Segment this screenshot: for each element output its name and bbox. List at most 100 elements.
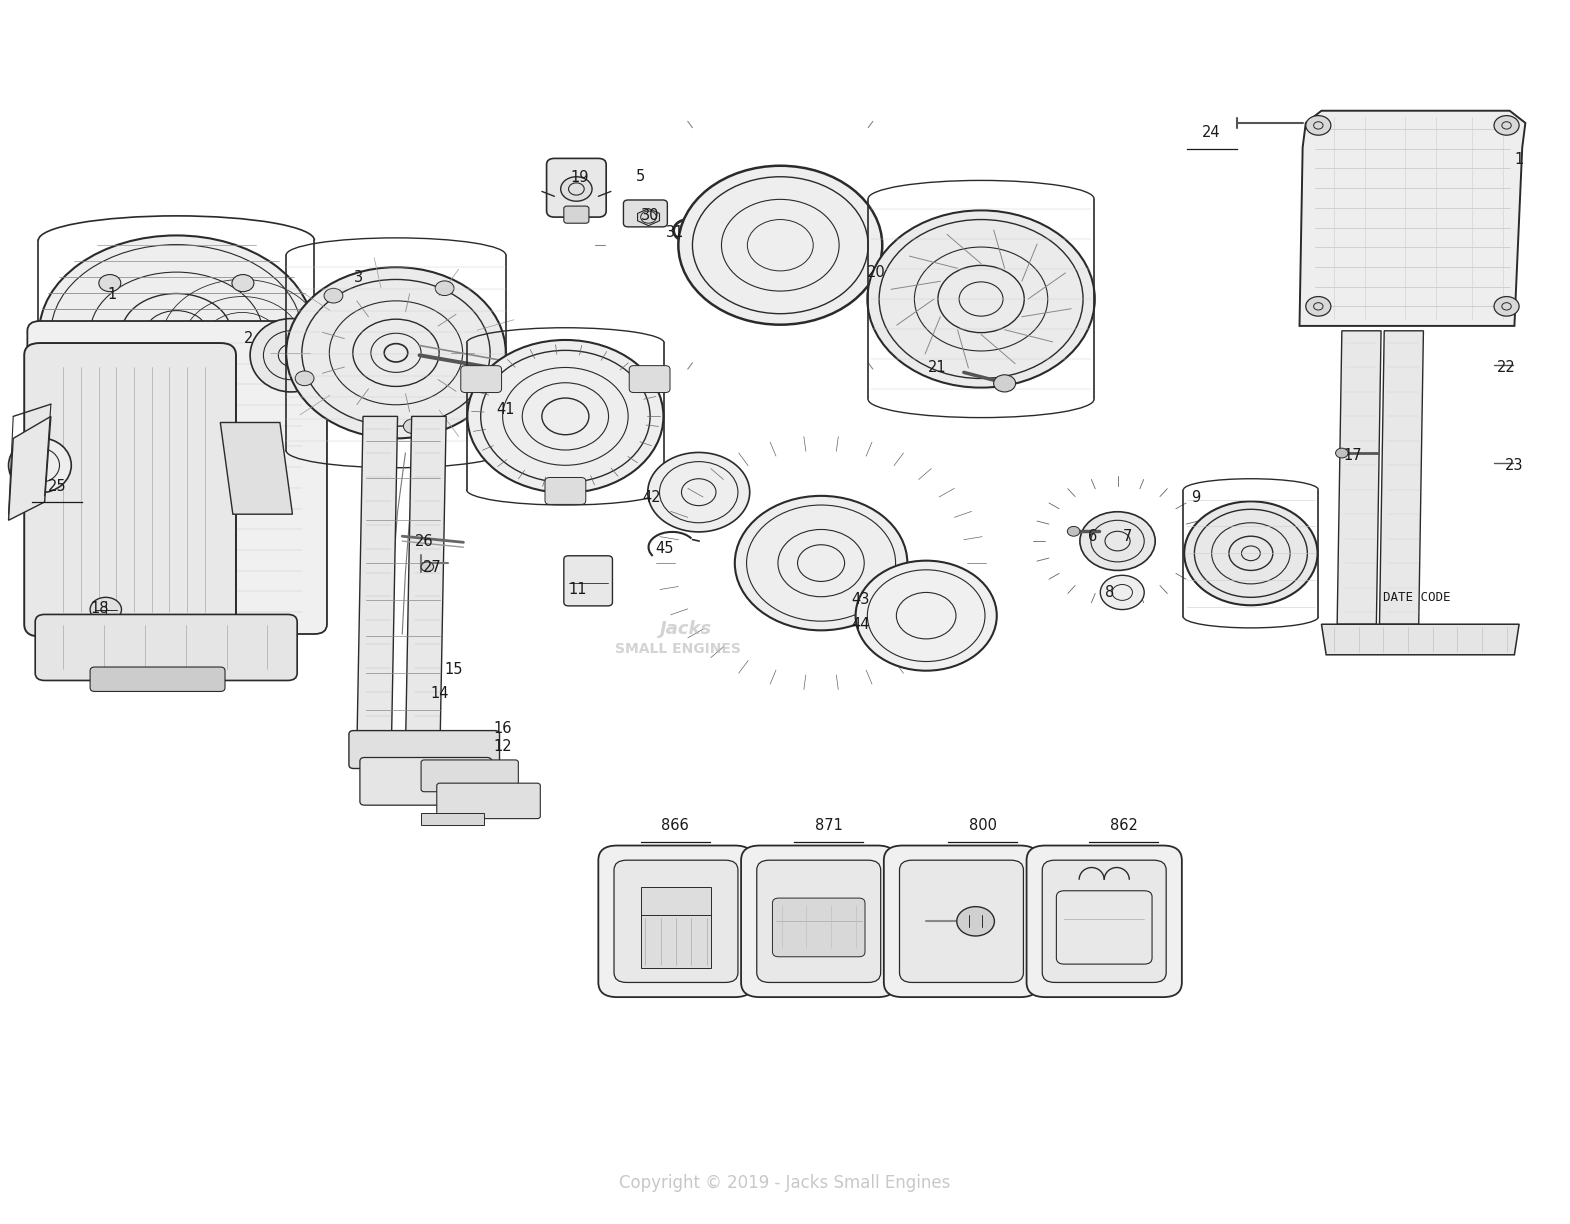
- Text: 27: 27: [422, 561, 441, 575]
- Ellipse shape: [678, 165, 882, 324]
- Ellipse shape: [867, 211, 1094, 388]
- Circle shape: [99, 375, 121, 392]
- Polygon shape: [356, 416, 397, 753]
- Ellipse shape: [735, 496, 907, 630]
- Circle shape: [1306, 115, 1331, 135]
- Circle shape: [232, 274, 254, 291]
- Circle shape: [99, 274, 121, 291]
- Circle shape: [1068, 526, 1080, 536]
- Ellipse shape: [39, 235, 314, 431]
- Circle shape: [477, 371, 496, 386]
- Text: 1: 1: [1515, 152, 1524, 168]
- Text: 26: 26: [414, 534, 433, 548]
- FancyBboxPatch shape: [360, 758, 491, 805]
- Text: 866: 866: [661, 819, 689, 834]
- Text: 25: 25: [47, 479, 66, 493]
- Circle shape: [1495, 115, 1520, 135]
- FancyBboxPatch shape: [1042, 860, 1167, 983]
- Ellipse shape: [1101, 575, 1145, 610]
- Circle shape: [994, 375, 1016, 392]
- Text: 9: 9: [1192, 490, 1201, 504]
- Polygon shape: [1380, 330, 1424, 624]
- Text: 3: 3: [353, 269, 363, 284]
- FancyBboxPatch shape: [630, 366, 670, 393]
- Bar: [641, 887, 711, 968]
- Polygon shape: [1338, 330, 1382, 624]
- FancyBboxPatch shape: [598, 846, 754, 998]
- FancyBboxPatch shape: [24, 343, 236, 636]
- Polygon shape: [8, 416, 50, 520]
- Circle shape: [560, 176, 592, 201]
- Text: 30: 30: [641, 208, 659, 223]
- FancyBboxPatch shape: [460, 366, 501, 393]
- FancyBboxPatch shape: [900, 860, 1024, 983]
- FancyBboxPatch shape: [564, 206, 589, 223]
- Text: 24: 24: [1203, 125, 1221, 141]
- FancyBboxPatch shape: [1027, 846, 1182, 998]
- Text: 18: 18: [89, 601, 108, 616]
- FancyBboxPatch shape: [564, 556, 612, 606]
- Text: 23: 23: [1506, 458, 1523, 472]
- Text: 12: 12: [493, 739, 512, 754]
- Polygon shape: [637, 208, 659, 225]
- Polygon shape: [405, 416, 446, 753]
- FancyBboxPatch shape: [349, 731, 499, 769]
- Text: SMALL ENGINES: SMALL ENGINES: [615, 641, 741, 656]
- Text: 20: 20: [867, 264, 885, 279]
- Circle shape: [232, 375, 254, 392]
- Text: 19: 19: [570, 170, 589, 186]
- Circle shape: [548, 370, 573, 389]
- Circle shape: [89, 597, 121, 622]
- FancyBboxPatch shape: [546, 158, 606, 217]
- FancyBboxPatch shape: [741, 846, 896, 998]
- Text: 7: 7: [1123, 529, 1132, 543]
- Text: 8: 8: [1105, 585, 1115, 600]
- FancyBboxPatch shape: [614, 860, 738, 983]
- Ellipse shape: [856, 561, 997, 671]
- FancyBboxPatch shape: [623, 200, 667, 226]
- Circle shape: [295, 371, 314, 386]
- Ellipse shape: [1080, 512, 1156, 570]
- FancyBboxPatch shape: [757, 860, 881, 983]
- Ellipse shape: [286, 267, 506, 438]
- Text: 16: 16: [493, 721, 512, 736]
- Text: Copyright © 2019 - Jacks Small Engines: Copyright © 2019 - Jacks Small Engines: [619, 1174, 951, 1192]
- Text: 6: 6: [1088, 529, 1097, 543]
- FancyBboxPatch shape: [421, 760, 518, 792]
- Text: 44: 44: [851, 617, 870, 632]
- Ellipse shape: [648, 453, 750, 532]
- Text: 5: 5: [636, 169, 645, 185]
- Polygon shape: [220, 422, 292, 514]
- Circle shape: [1306, 296, 1331, 316]
- Ellipse shape: [1184, 502, 1317, 606]
- FancyBboxPatch shape: [436, 783, 540, 819]
- Polygon shape: [1300, 110, 1526, 326]
- Text: 21: 21: [928, 360, 947, 375]
- Ellipse shape: [468, 340, 664, 493]
- Circle shape: [421, 562, 433, 572]
- Text: 43: 43: [851, 592, 870, 607]
- Text: 11: 11: [568, 583, 587, 597]
- Circle shape: [403, 419, 422, 433]
- FancyBboxPatch shape: [545, 477, 586, 504]
- FancyBboxPatch shape: [89, 667, 225, 692]
- Ellipse shape: [250, 318, 331, 392]
- Text: 800: 800: [969, 819, 997, 834]
- Text: 17: 17: [1344, 448, 1363, 463]
- Text: 871: 871: [815, 819, 843, 834]
- Text: 42: 42: [642, 490, 661, 504]
- Text: 45: 45: [655, 541, 674, 556]
- Text: DATE CODE: DATE CODE: [1383, 591, 1451, 603]
- Bar: [421, 813, 484, 825]
- Text: 14: 14: [430, 687, 449, 701]
- Text: Jacks: Jacks: [659, 621, 713, 638]
- Text: 1: 1: [107, 286, 116, 301]
- Text: 41: 41: [496, 401, 515, 416]
- Circle shape: [323, 289, 342, 304]
- FancyBboxPatch shape: [884, 846, 1039, 998]
- Text: 862: 862: [1110, 819, 1138, 834]
- Circle shape: [435, 280, 454, 295]
- FancyBboxPatch shape: [772, 898, 865, 957]
- Circle shape: [956, 907, 994, 936]
- Text: 15: 15: [444, 662, 463, 677]
